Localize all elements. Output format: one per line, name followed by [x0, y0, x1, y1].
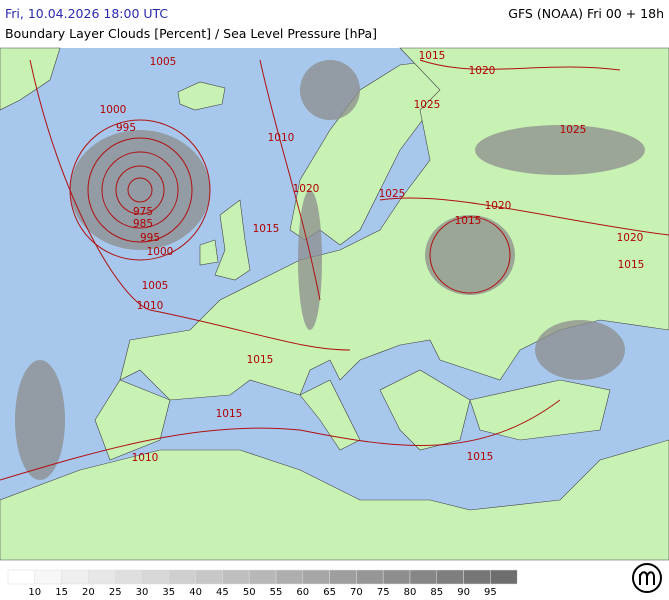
legend-swatch	[222, 569, 250, 585]
legend-label: 75	[377, 587, 390, 598]
isobar-label: 1010	[137, 300, 164, 312]
north-africa	[0, 439, 669, 561]
isobar-label: 1025	[414, 99, 441, 111]
isobar	[419, 59, 621, 71]
legend-swatch	[61, 569, 89, 585]
legend-swatch	[436, 569, 464, 585]
legend-label: 25	[109, 587, 122, 598]
isobar-label: 1020	[485, 200, 512, 212]
legend-label: 60	[296, 587, 309, 598]
isobar-label: 995	[140, 232, 160, 244]
legend-label: 85	[430, 587, 443, 598]
isobar	[115, 165, 165, 215]
isobar-label: 1000	[100, 104, 127, 116]
legend-swatch	[114, 569, 143, 585]
isobar	[127, 177, 153, 203]
legend-swatch	[88, 569, 116, 585]
legend-label: 45	[216, 587, 229, 598]
legend-swatch	[7, 569, 36, 585]
isobar-label: 1015	[247, 354, 274, 366]
legend-swatch	[302, 569, 330, 585]
legend-label: 40	[189, 587, 202, 598]
legend-label: 80	[404, 587, 417, 598]
isobar-label: 1005	[150, 56, 177, 68]
isobar-label: 1000	[147, 246, 174, 258]
anatolia	[469, 379, 611, 441]
cloud	[70, 130, 210, 250]
italy	[299, 379, 361, 451]
cloud	[425, 215, 515, 295]
legend-label: 70	[350, 587, 363, 598]
isobar-label: 1015	[618, 259, 645, 271]
legend-swatch	[248, 569, 277, 585]
isobar	[29, 59, 351, 351]
map: 1005 1000 995 975 985 995 1000 1005 1010…	[0, 47, 669, 561]
isobar-label: 995	[116, 122, 136, 134]
isobar-label: 1015	[467, 451, 494, 463]
isobar-label: 1015	[419, 50, 446, 62]
isobar-label: 1025	[560, 124, 587, 136]
legend-label: 65	[323, 587, 336, 598]
isobar-label: 1025	[379, 188, 406, 200]
isobars	[0, 59, 669, 481]
legend-swatch	[382, 569, 411, 585]
britain	[214, 199, 251, 281]
isobar-label: 1005	[142, 280, 169, 292]
logo	[632, 563, 662, 593]
isobar	[259, 59, 321, 301]
isobar-label: 1010	[132, 452, 159, 464]
datetime: Fri, 10.04.2026 18:00 UTC	[5, 6, 168, 21]
legend-swatch	[168, 569, 196, 585]
legend-label: 35	[162, 587, 175, 598]
legend-label: 90	[457, 587, 470, 598]
isobar-label: 1010	[268, 132, 295, 144]
cloud	[298, 190, 322, 330]
legend-swatch	[356, 569, 384, 585]
legend-label: 55	[270, 587, 283, 598]
legend-swatch	[329, 569, 357, 585]
legend-swatch	[34, 569, 62, 585]
legend-label: 50	[243, 587, 256, 598]
isobar	[0, 399, 561, 481]
isobar	[87, 137, 193, 243]
isobar-label: 1020	[293, 183, 320, 195]
legend: 10 15 20 25 30 35 40 45 50 55 60 65 70 75 80 85 90 95	[7, 569, 518, 598]
model-run: GFS (NOAA) Fri 00 + 18h	[508, 6, 664, 21]
map-title: Boundary Layer Clouds [Percent] / Sea Le…	[5, 26, 377, 41]
isobar-labels: 1005 1000 995 975 985 995 1000 1005 1010…	[100, 50, 645, 464]
cloud	[475, 125, 645, 175]
isobar	[429, 216, 511, 294]
legend-swatch	[141, 569, 170, 585]
isobar-label: 1020	[617, 232, 644, 244]
legend-swatch	[463, 569, 491, 585]
legend-label: 30	[136, 587, 149, 598]
legend-label: 95	[484, 587, 497, 598]
greenland	[0, 47, 61, 111]
legend-swatch	[275, 569, 304, 585]
legend-label: 15	[55, 587, 68, 598]
iceland	[177, 81, 226, 111]
legend-label: 20	[82, 587, 95, 598]
isobar	[101, 151, 179, 229]
isobar-label: 1020	[469, 65, 496, 77]
cloud	[535, 320, 625, 380]
isobar-label: 1015	[253, 223, 280, 235]
legend-swatch	[409, 569, 438, 585]
legend-swatch	[490, 569, 518, 585]
isobar-label: 985	[133, 218, 153, 230]
legend-swatch	[195, 569, 223, 585]
clouds	[15, 60, 645, 480]
isobar	[379, 197, 669, 236]
isobar-label: 1015	[216, 408, 243, 420]
isobar-label: 1015	[455, 215, 482, 227]
balkans	[379, 369, 471, 451]
cloud	[15, 360, 65, 480]
isobar-label: 975	[133, 206, 153, 218]
ireland	[199, 239, 219, 266]
cloud	[300, 60, 360, 120]
legend-label: 10	[28, 587, 41, 598]
